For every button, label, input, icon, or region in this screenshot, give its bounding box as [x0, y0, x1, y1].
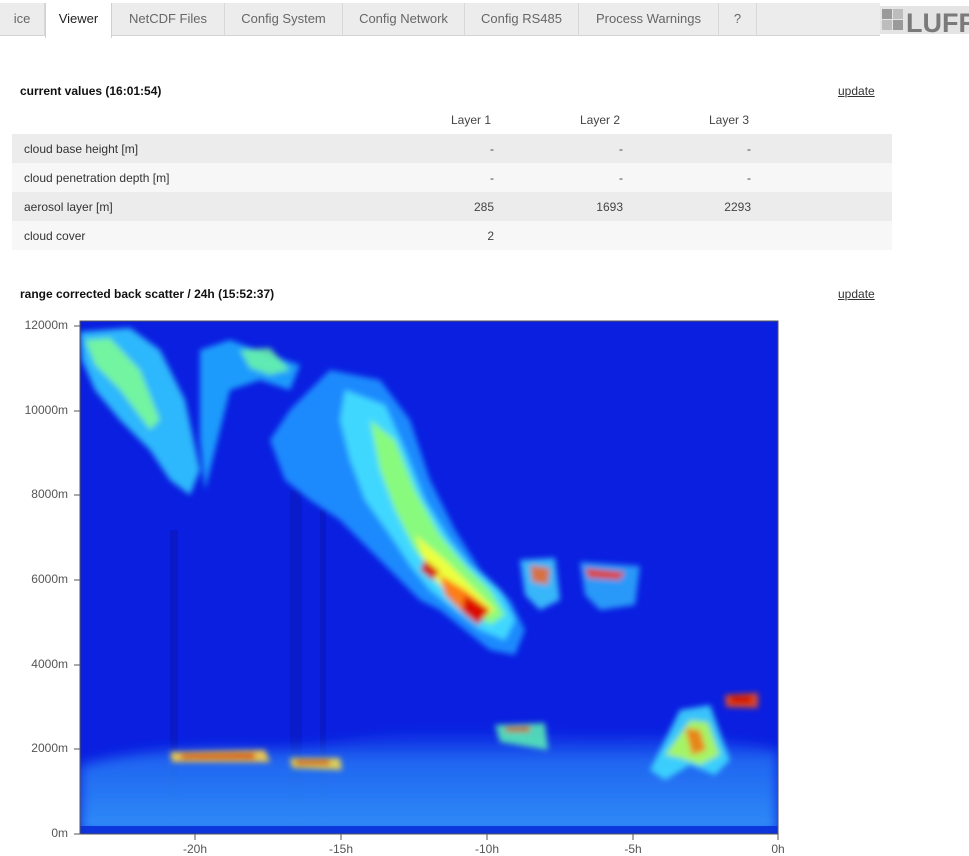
- tab-config-rs485[interactable]: Config RS485: [465, 3, 579, 35]
- cell-layer-3: -: [747, 142, 751, 156]
- table-row: cloud penetration depth [m] - - -: [12, 163, 892, 192]
- lufft-logo-graphic: LUFFT: [880, 6, 969, 38]
- logo-text: LUFFT: [906, 8, 969, 38]
- cell-layer-1: 2: [487, 229, 494, 243]
- x-tick-marks: [194, 834, 779, 840]
- backscatter-update-link[interactable]: update: [838, 287, 875, 301]
- column-header-layer-2: Layer 2: [579, 113, 621, 127]
- cell-layer-1: -: [490, 171, 494, 185]
- dark-streak: [170, 530, 178, 830]
- y-tick-label: 0m: [51, 826, 68, 840]
- aerosol-layer-clouds: [170, 693, 758, 780]
- row-label: cloud cover: [24, 229, 86, 243]
- row-label: cloud penetration depth [m]: [24, 171, 170, 185]
- x-tick-label: -15h: [328, 842, 354, 856]
- current-values-update-link[interactable]: update: [838, 84, 875, 98]
- table-row: aerosol layer [m] 285 1693 2293: [12, 192, 892, 221]
- y-tick-label: 2000m: [31, 741, 68, 755]
- row-label: cloud base height [m]: [24, 142, 139, 156]
- dark-streak: [290, 490, 302, 830]
- dark-streak: [320, 510, 326, 830]
- backscatter-chart: 12000m 10000m 8000m 6000m 4000m 2000m 0m: [0, 310, 800, 856]
- heatmap-plot: [74, 320, 779, 840]
- column-header-layer-3: Layer 3: [708, 113, 750, 127]
- y-tick-label: 12000m: [24, 318, 68, 332]
- row-label: aerosol layer [m]: [24, 200, 113, 214]
- y-tick-label: 4000m: [31, 657, 68, 671]
- tab-viewer[interactable]: Viewer: [45, 3, 112, 38]
- x-tick-label: -5h: [624, 842, 642, 856]
- tab-strip: [0, 3, 880, 36]
- table-row: cloud cover 2: [12, 221, 892, 250]
- cell-layer-2: -: [619, 171, 623, 185]
- tab-help[interactable]: ?: [719, 3, 757, 35]
- cell-layer-3: -: [747, 171, 751, 185]
- cell-layer-2: 1693: [596, 200, 623, 214]
- ground-strip: [80, 826, 778, 834]
- y-tick-marks: [74, 325, 80, 835]
- current-values-table: Layer 1 Layer 2 Layer 3 cloud base heigh…: [12, 107, 892, 250]
- y-tick-label: 8000m: [31, 487, 68, 501]
- cell-layer-2: -: [619, 142, 623, 156]
- small-clouds-6km: [520, 558, 640, 610]
- y-tick-label: 6000m: [31, 572, 68, 586]
- tab-netcdf-files[interactable]: NetCDF Files: [112, 3, 225, 35]
- cell-layer-1: 285: [473, 200, 494, 214]
- cell-layer-1: -: [490, 142, 494, 156]
- tab-bar: ice Viewer NetCDF Files Config System Co…: [0, 0, 969, 38]
- lufft-logo: LUFFT: [880, 2, 969, 38]
- tab-service[interactable]: ice: [0, 3, 45, 35]
- plot-frame: [79, 320, 779, 835]
- cell-layer-3: 2293: [724, 200, 751, 214]
- upper-cloud-left: [80, 328, 300, 495]
- table-header-row: Layer 1 Layer 2 Layer 3: [12, 107, 892, 134]
- column-header-layer-1: Layer 1: [450, 113, 492, 127]
- current-values-title: current values (16:01:54): [20, 84, 162, 98]
- y-tick-label: 10000m: [24, 403, 68, 417]
- tab-config-system[interactable]: Config System: [225, 3, 343, 35]
- tab-config-network[interactable]: Config Network: [343, 3, 465, 35]
- tab-process-warnings[interactable]: Process Warnings: [579, 3, 719, 35]
- x-tick-label: -20h: [182, 842, 208, 856]
- x-tick-label: -10h: [474, 842, 500, 856]
- table-row: cloud base height [m] - - -: [12, 134, 892, 163]
- backscatter-title: range corrected back scatter / 24h (15:5…: [20, 287, 275, 301]
- backscatter-field: [80, 328, 778, 834]
- main-cloud-band: [270, 370, 525, 655]
- x-tick-label: 0h: [771, 842, 785, 856]
